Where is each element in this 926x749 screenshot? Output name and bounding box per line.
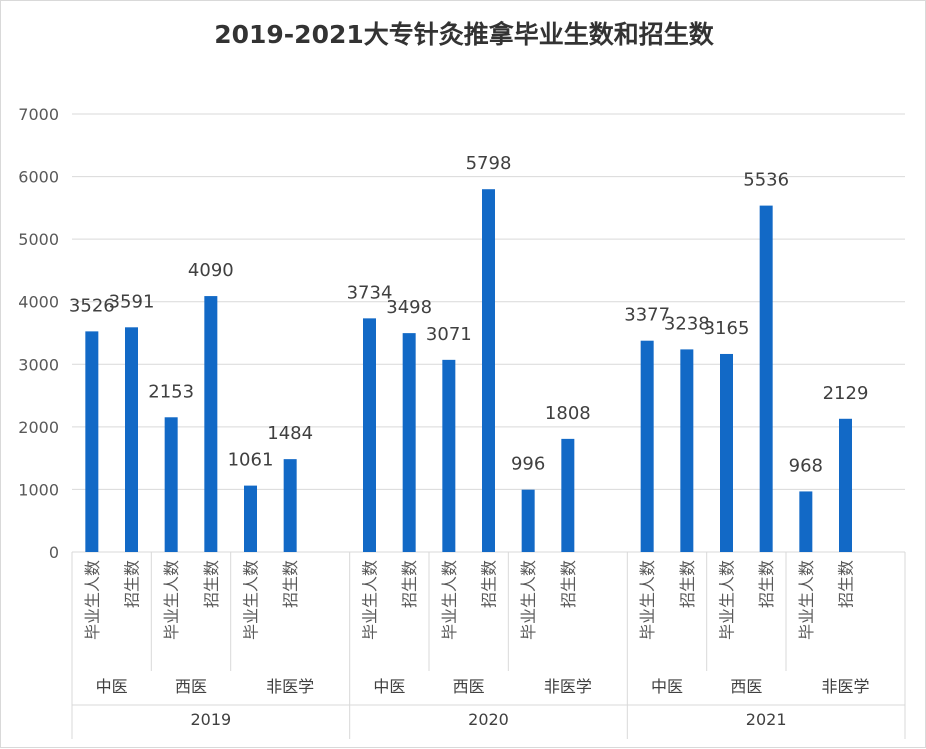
bar — [482, 189, 495, 552]
data-label: 996 — [511, 454, 545, 475]
bar-category-label: 毕业生人数 — [638, 560, 657, 640]
bar — [799, 491, 813, 552]
group-label: 西医 — [453, 677, 485, 696]
group-label: 西医 — [175, 677, 207, 696]
data-label: 3377 — [624, 305, 670, 326]
data-label: 3238 — [664, 313, 710, 334]
data-label: 3734 — [347, 282, 393, 303]
bar-category-label: 招生数 — [678, 560, 697, 608]
bar-category-label: 毕业生人数 — [361, 560, 380, 640]
data-label: 2129 — [823, 383, 869, 404]
bar — [759, 205, 773, 553]
y-tick-label: 5000 — [18, 230, 59, 249]
y-tick-label: 0 — [49, 543, 59, 562]
group-label: 非医学 — [544, 677, 592, 696]
group-label: 中医 — [96, 677, 128, 696]
bar-category-label: 招生数 — [123, 560, 142, 608]
y-tick-label: 3000 — [18, 355, 59, 374]
bar-category-label: 招生数 — [559, 560, 578, 608]
bar-category-label: 招生数 — [837, 560, 856, 608]
bar-category-label: 毕业生人数 — [242, 560, 261, 640]
bar — [402, 333, 416, 552]
bar — [164, 417, 178, 552]
bar-category-label: 招生数 — [757, 560, 776, 608]
bar — [283, 459, 297, 552]
group-label: 西医 — [730, 677, 762, 696]
data-label: 1808 — [545, 403, 591, 424]
bar — [442, 359, 456, 552]
y-tick-label: 4000 — [18, 293, 59, 312]
bar-category-label: 毕业生人数 — [797, 560, 816, 640]
bar-category-label: 毕业生人数 — [440, 560, 459, 640]
group-label: 非医学 — [266, 677, 314, 696]
bar — [244, 485, 257, 552]
bar-category-label: 毕业生人数 — [718, 560, 737, 640]
group-label: 中医 — [651, 677, 683, 696]
data-label: 3071 — [426, 324, 472, 345]
year-label: 2020 — [468, 710, 509, 729]
data-label: 4090 — [188, 260, 234, 281]
bar — [125, 327, 138, 552]
bar-category-label: 毕业生人数 — [83, 560, 102, 640]
group-label: 非医学 — [821, 677, 869, 696]
bar-category-label: 招生数 — [281, 560, 300, 608]
y-tick-label: 2000 — [18, 418, 59, 437]
bar — [720, 353, 733, 552]
data-label: 3165 — [704, 318, 750, 339]
data-label: 1061 — [228, 450, 274, 471]
data-label: 3526 — [69, 295, 115, 316]
bar-category-label: 毕业生人数 — [162, 560, 181, 640]
data-label: 3591 — [109, 291, 155, 312]
bar — [680, 349, 694, 552]
bar — [363, 318, 376, 552]
bar-category-label: 招生数 — [480, 560, 499, 608]
bar — [85, 331, 99, 552]
bar — [839, 418, 852, 552]
bar — [521, 489, 535, 552]
y-tick-label: 1000 — [18, 480, 59, 499]
data-label: 5536 — [743, 170, 789, 191]
bar — [204, 296, 218, 552]
bar-category-label: 招生数 — [400, 560, 419, 608]
data-label: 1484 — [267, 423, 313, 444]
y-tick-label: 6000 — [18, 168, 59, 187]
data-label: 2153 — [148, 381, 194, 402]
data-label: 5798 — [466, 153, 512, 174]
bar — [561, 438, 575, 552]
y-tick-label: 7000 — [18, 105, 59, 124]
chart-title: 2019-2021大专针灸推拿毕业生数和招生数 — [214, 20, 714, 49]
bar-category-label: 毕业生人数 — [519, 560, 538, 640]
bar — [640, 340, 654, 552]
data-label: 3498 — [386, 297, 432, 318]
bar-category-label: 招生数 — [202, 560, 221, 608]
group-label: 中医 — [373, 677, 405, 696]
year-label: 2019 — [190, 710, 231, 729]
year-label: 2021 — [746, 710, 787, 729]
data-label: 968 — [789, 455, 823, 476]
